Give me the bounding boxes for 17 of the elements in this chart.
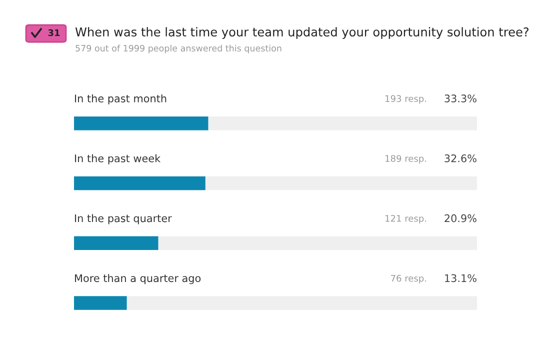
- data-label: 32.6%: [444, 154, 476, 162]
- chart-subtitle: 579 out of 1999 people answered this question: [76, 44, 282, 54]
- annotation: 193 resp.: [386, 95, 426, 104]
- data-label: 20.9%: [444, 214, 476, 222]
- chart-title: When was the last time your team updated your opportunity solution tree?: [75, 27, 528, 39]
- data-label: 13.1%: [445, 274, 476, 282]
- bar: [74, 296, 127, 310]
- annotation: 76 resp.: [391, 274, 426, 284]
- data-label: 33.3%: [444, 94, 476, 102]
- annotation: 189 resp.: [386, 155, 426, 164]
- annotation: 121 resp.: [386, 214, 426, 224]
- text: 31: [48, 29, 60, 36]
- y-tick-label: In the past quarter: [75, 214, 172, 224]
- y-tick-label: In the past week: [75, 154, 161, 164]
- bar: [74, 236, 158, 250]
- y-tick-label: In the past month: [75, 94, 166, 104]
- y-tick-label: More than a quarter ago: [75, 274, 201, 284]
